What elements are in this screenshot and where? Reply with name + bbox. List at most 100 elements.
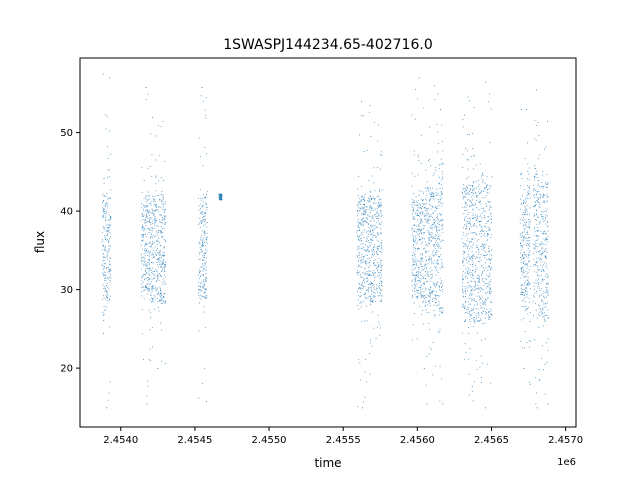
data-point (200, 281, 202, 283)
data-point (367, 201, 369, 203)
data-point (377, 205, 378, 207)
data-point (145, 285, 146, 287)
data-point (145, 274, 147, 276)
data-point (439, 255, 441, 257)
data-point (363, 237, 365, 239)
data-point (205, 212, 206, 214)
data-point (472, 264, 473, 265)
data-point (526, 240, 528, 242)
data-point (363, 217, 365, 219)
data-point (107, 146, 108, 147)
data-point (467, 254, 469, 256)
data-point (462, 154, 464, 155)
data-point (462, 295, 464, 297)
data-point (434, 237, 436, 239)
data-point (160, 299, 162, 301)
data-point (482, 245, 484, 247)
data-point (157, 251, 159, 253)
data-point (471, 290, 473, 292)
data-point (154, 217, 155, 219)
data-point (523, 244, 525, 245)
data-point (142, 287, 144, 288)
data-point (431, 227, 433, 229)
data-point (152, 227, 154, 229)
data-point (380, 168, 381, 170)
data-point (434, 236, 436, 238)
data-point (420, 208, 422, 210)
data-point (144, 289, 146, 291)
data-point (536, 234, 538, 236)
data-point (476, 197, 478, 198)
data-point (415, 196, 417, 198)
data-point (469, 200, 471, 202)
data-point (203, 237, 204, 239)
data-point (439, 307, 440, 309)
data-point (434, 260, 436, 262)
data-point (415, 262, 417, 264)
data-point (160, 230, 162, 232)
data-point (483, 248, 484, 250)
data-point (201, 290, 203, 292)
data-point (198, 271, 200, 273)
data-point (536, 261, 538, 263)
data-point (158, 219, 160, 220)
data-point (380, 293, 381, 295)
data-point (441, 124, 443, 126)
data-point (156, 297, 158, 299)
data-point (413, 269, 415, 271)
data-point (201, 289, 202, 291)
data-point (484, 187, 486, 189)
data-point (155, 269, 157, 271)
data-point (470, 308, 472, 310)
data-point (480, 233, 482, 235)
data-point (108, 392, 110, 394)
data-point (164, 201, 166, 203)
data-point (488, 311, 489, 313)
data-point (202, 101, 204, 103)
data-point (480, 288, 482, 289)
data-point (199, 288, 201, 290)
data-point (417, 241, 418, 243)
data-point (145, 236, 147, 238)
data-point (369, 111, 371, 113)
data-point (544, 315, 546, 317)
data-point (204, 218, 206, 220)
data-point (543, 216, 545, 218)
data-point (539, 275, 541, 277)
data-point (109, 257, 111, 259)
data-point (362, 204, 364, 205)
data-point (489, 272, 490, 274)
data-point (105, 275, 106, 277)
data-point (107, 399, 109, 401)
data-point (420, 275, 422, 276)
data-point (525, 223, 526, 225)
data-point (162, 198, 164, 200)
data-point (426, 243, 427, 245)
data-point (368, 287, 370, 289)
data-point (477, 278, 479, 279)
data-point (148, 242, 150, 244)
data-point (426, 259, 427, 261)
data-point (432, 213, 434, 215)
data-point (430, 192, 432, 194)
data-point (486, 299, 487, 301)
data-point (533, 228, 535, 230)
data-point (106, 306, 108, 308)
data-point (204, 263, 206, 265)
data-point (467, 285, 469, 287)
data-point (365, 261, 367, 262)
data-point (414, 242, 416, 244)
data-point (368, 201, 370, 202)
data-point (165, 241, 167, 243)
data-point (440, 164, 442, 166)
data-point (466, 262, 468, 264)
data-point (523, 317, 525, 319)
data-point (545, 233, 547, 234)
data-point (424, 219, 426, 220)
data-point (108, 267, 110, 269)
data-point (380, 250, 382, 252)
data-point (439, 365, 441, 367)
data-point (469, 321, 471, 323)
data-point (438, 167, 440, 169)
data-point (165, 263, 166, 265)
